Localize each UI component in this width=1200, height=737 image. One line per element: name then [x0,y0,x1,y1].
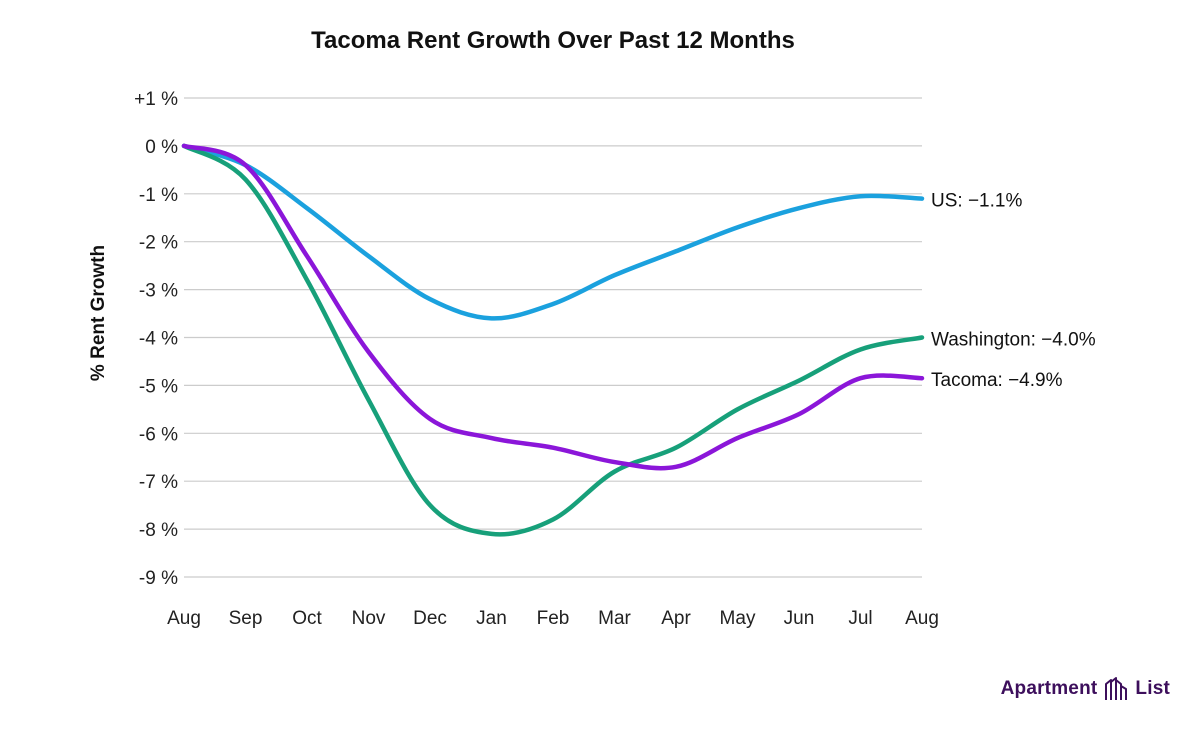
x-tick-label: Oct [292,608,322,629]
x-tick-label: May [720,608,756,629]
series-end-label-tacoma: Tacoma: −4.9% [931,370,1063,391]
x-tick-label: Nov [352,608,386,629]
x-tick-label: Aug [905,608,939,629]
y-tick-label: -9 % [139,568,178,589]
y-tick-label: 0 % [145,137,178,158]
x-tick-label: Aug [167,608,201,629]
brand-logo: Apartment List [1001,676,1170,702]
y-tick-label: +1 % [134,89,178,110]
brand-word-apartment: Apartment [1000,678,1098,699]
x-tick-label: Sep [229,608,263,629]
brand-word-list: List [1135,678,1170,699]
y-tick-label: -1 % [139,185,178,206]
x-tick-label: Jul [848,608,872,629]
series-line-washington [181,143,925,537]
grid-lines [184,97,922,578]
y-tick-label: -4 % [139,329,178,350]
y-axis-ticks: +1 % 0 % -1 % -2 % -3 % -4 % -5 % -6 % -7 % -8 % -… [134,89,178,589]
y-tick-label: -6 % [139,424,178,445]
y-tick-label: -7 % [139,472,178,493]
x-tick-label: Feb [537,608,570,629]
series-lines [181,143,925,537]
series-line-tacoma [181,143,925,471]
series-line-us [181,143,925,321]
y-tick-label: -2 % [139,233,178,254]
series-end-label-washington: Washington: −4.0% [931,330,1096,351]
x-tick-label: Mar [598,608,631,629]
x-tick-label: Jan [476,608,507,629]
apartment-list-logo-icon [1105,677,1128,700]
series-end-label-us: US: −1.1% [931,191,1022,212]
y-tick-label: -5 % [139,376,178,397]
x-tick-label: Dec [413,608,447,629]
y-axis-label: % Rent Growth [88,245,109,381]
x-tick-label: Jun [784,608,815,629]
x-tick-label: Apr [661,608,691,629]
series-end-labels: US: −1.1% Washington: −4.0% Tacoma: −4.9% [931,191,1096,392]
y-tick-label: -3 % [139,281,178,302]
x-axis-ticks: Aug Sep Oct Nov Dec Jan Feb Mar Apr May Jun Jul Aug [167,608,939,629]
y-tick-label: -8 % [139,520,178,541]
chart-title: Tacoma Rent Growth Over Past 12 Months [311,27,795,54]
